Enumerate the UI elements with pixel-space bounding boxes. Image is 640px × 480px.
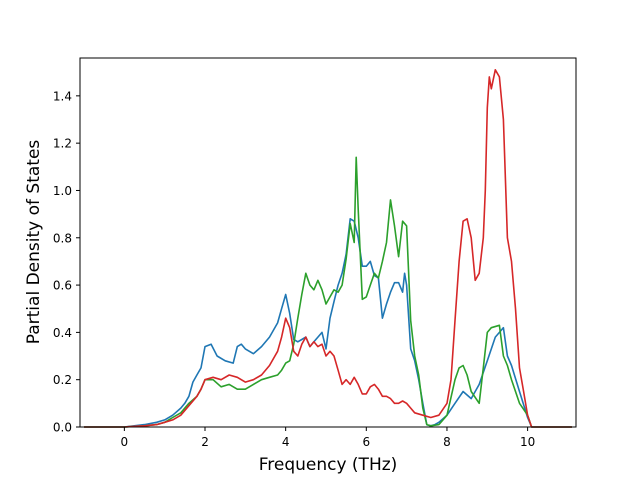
x-tick-label: 0	[121, 435, 129, 449]
plot-frame	[79, 57, 577, 428]
x-tick-label: 10	[520, 435, 535, 449]
plot-lines	[84, 69, 572, 428]
series-line-1	[84, 218, 572, 428]
series-line-3	[84, 69, 572, 428]
y-tick-label: 0.0	[53, 421, 72, 435]
x-tick-label: 4	[282, 435, 290, 449]
y-tick-label: 1.4	[53, 89, 72, 103]
x-tick-label: 6	[362, 435, 370, 449]
y-tick-label: 0.2	[53, 373, 72, 387]
y-tick-label: 0.6	[53, 279, 72, 293]
y-tick-label: 0.4	[53, 326, 72, 340]
y-tick-label: 1.0	[53, 184, 72, 198]
x-tick-label: 8	[443, 435, 451, 449]
y-axis-ticks: 0.0 0.2 0.4 0.6 0.8 1.0 1.2 1.4	[53, 89, 80, 435]
y-axis-label: Partial Density of States	[24, 140, 44, 345]
y-tick-label: 1.2	[53, 137, 72, 151]
x-axis-label: Frequency (THz)	[259, 455, 398, 475]
y-tick-label: 0.8	[53, 231, 72, 245]
x-axis-ticks: 0 2 4 6 8 10	[121, 427, 535, 449]
x-tick-label: 2	[201, 435, 209, 449]
series-line-2	[84, 156, 572, 428]
